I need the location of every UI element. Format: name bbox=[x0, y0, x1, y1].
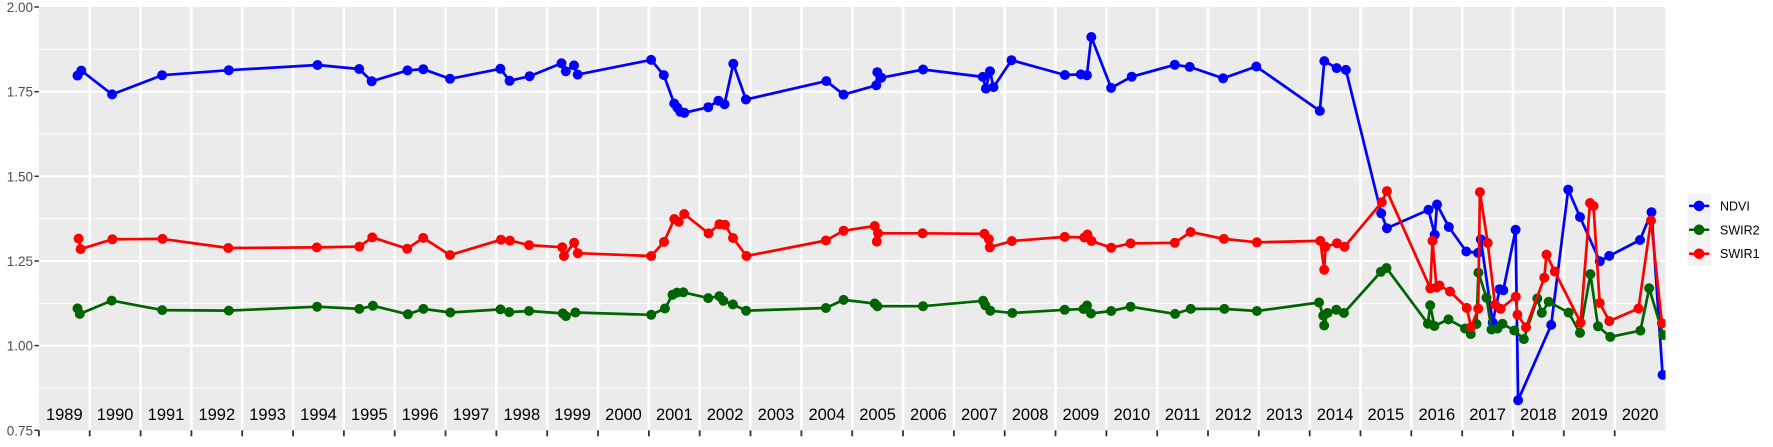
svg-text:2013: 2013 bbox=[1266, 406, 1303, 424]
svg-text:2014: 2014 bbox=[1317, 406, 1354, 424]
svg-text:2011: 2011 bbox=[1165, 406, 1200, 424]
svg-text:1.50: 1.50 bbox=[7, 169, 33, 184]
svg-text:1992: 1992 bbox=[198, 406, 235, 424]
svg-text:1989: 1989 bbox=[46, 406, 83, 424]
svg-text:2018: 2018 bbox=[1520, 406, 1557, 424]
svg-text:2020: 2020 bbox=[1622, 406, 1659, 424]
svg-text:2002: 2002 bbox=[707, 406, 744, 424]
svg-text:1993: 1993 bbox=[249, 406, 286, 424]
svg-text:1.75: 1.75 bbox=[7, 85, 33, 100]
svg-text:0.75: 0.75 bbox=[7, 423, 33, 438]
svg-text:2016: 2016 bbox=[1418, 406, 1455, 424]
svg-text:2003: 2003 bbox=[758, 406, 795, 424]
svg-text:1996: 1996 bbox=[402, 406, 439, 424]
svg-text:2008: 2008 bbox=[1012, 406, 1049, 424]
svg-text:1990: 1990 bbox=[97, 406, 134, 424]
svg-text:1.25: 1.25 bbox=[7, 254, 33, 269]
svg-text:SWIR2: SWIR2 bbox=[1720, 223, 1760, 237]
svg-text:1994: 1994 bbox=[300, 406, 337, 424]
svg-text:2017: 2017 bbox=[1469, 406, 1506, 424]
svg-text:2015: 2015 bbox=[1368, 406, 1405, 424]
svg-text:1991: 1991 bbox=[148, 406, 185, 424]
svg-text:2007: 2007 bbox=[961, 406, 998, 424]
svg-text:1999: 1999 bbox=[554, 406, 591, 424]
svg-text:2012: 2012 bbox=[1215, 406, 1252, 424]
svg-text:2.00: 2.00 bbox=[7, 0, 33, 15]
svg-text:2006: 2006 bbox=[910, 406, 947, 424]
svg-text:2005: 2005 bbox=[859, 406, 896, 424]
svg-text:2004: 2004 bbox=[808, 406, 845, 424]
svg-text:2010: 2010 bbox=[1113, 406, 1150, 424]
svg-text:2000: 2000 bbox=[605, 406, 642, 424]
svg-text:2009: 2009 bbox=[1063, 406, 1100, 424]
svg-text:1998: 1998 bbox=[503, 406, 540, 424]
svg-text:1995: 1995 bbox=[351, 406, 388, 424]
svg-text:2019: 2019 bbox=[1571, 406, 1608, 424]
svg-text:2001: 2001 bbox=[656, 406, 693, 424]
svg-text:1.00: 1.00 bbox=[7, 339, 33, 354]
svg-text:1997: 1997 bbox=[453, 406, 490, 424]
svg-text:NDVI: NDVI bbox=[1720, 199, 1750, 213]
svg-text:SWIR1: SWIR1 bbox=[1720, 247, 1760, 261]
